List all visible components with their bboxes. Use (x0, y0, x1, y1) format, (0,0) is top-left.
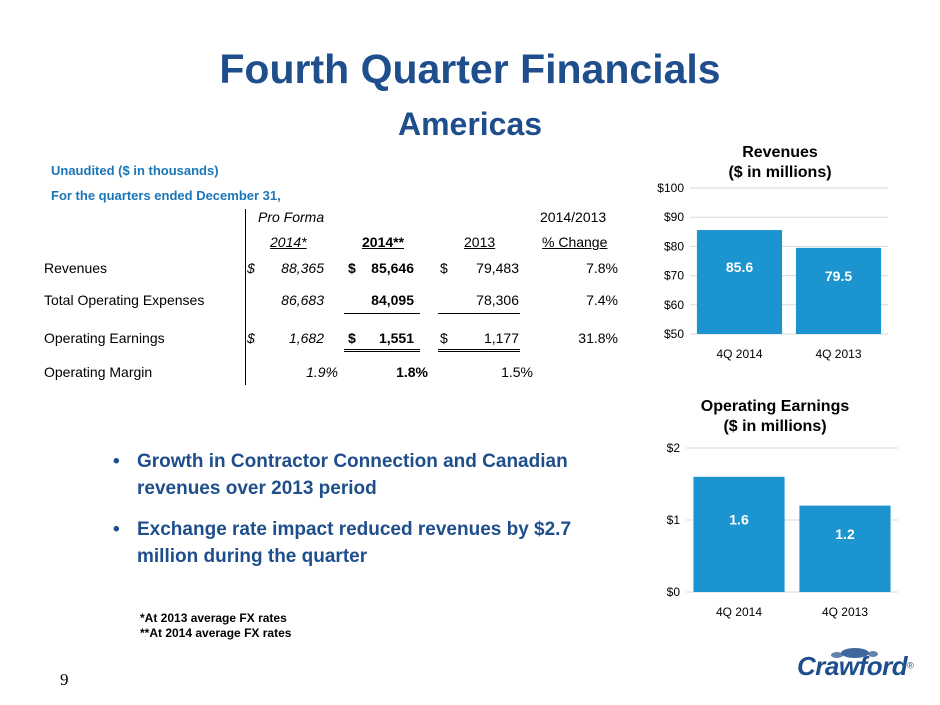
bullet-marker: • (113, 451, 120, 472)
row-label: Operating Margin (44, 364, 153, 380)
bullet-item: • Growth in Contractor Connection and Ca… (113, 448, 573, 502)
x-tick-label: 4Q 2014 (716, 605, 762, 619)
bullet-item: • Exchange rate impact reduced revenues … (113, 516, 573, 570)
table-header-cols: 2014* 2014** 2013 % Change (44, 234, 624, 254)
bar (799, 505, 891, 592)
subtotal-underline (344, 313, 420, 314)
bullet-text: Growth in Contractor Connection and Cana… (137, 451, 568, 499)
row-label: Operating Earnings (44, 330, 165, 346)
data-label: 1.2 (835, 526, 855, 542)
col-2014: 2014** (362, 234, 405, 250)
logo-wordmark: Crawford (797, 651, 908, 681)
cell-value: 1.9% (306, 364, 338, 380)
cell-value: 1,551 (378, 330, 414, 346)
chart-title-text: Operating Earnings (700, 398, 850, 415)
currency-symbol: $ (247, 260, 255, 276)
page-subtitle: Americas (397, 106, 543, 142)
y-tick-label: $60 (664, 298, 684, 312)
bullet-list: • Growth in Contractor Connection and Ca… (113, 448, 573, 584)
cell-value: 86,683 (281, 292, 324, 308)
cell-value: 84,095 (371, 292, 414, 308)
footnote: *At 2013 average FX rates (140, 611, 287, 625)
table-row: Operating Margin 1.9% 1.8% 1.5% (44, 364, 624, 384)
x-tick-label: 4Q 2013 (822, 605, 868, 619)
total-underline (438, 349, 520, 352)
cell-value: 79,483 (476, 260, 519, 276)
subtotal-underline (438, 313, 520, 314)
crawford-logo: Crawford® (797, 647, 915, 692)
x-tick-label: 4Q 2013 (815, 347, 861, 361)
period-note: For the quarters ended December 31, (51, 188, 281, 203)
total-underline (344, 349, 420, 352)
cell-value: 1.8% (396, 364, 428, 380)
y-tick-label: $50 (664, 327, 684, 341)
row-label: Revenues (44, 260, 108, 276)
cell-value: 1.5% (501, 364, 533, 380)
y-tick-label: $80 (664, 239, 684, 253)
y-tick-label: $0 (667, 585, 681, 599)
bullet-marker: • (113, 519, 120, 540)
cell-value: 78,306 (476, 292, 519, 308)
col-2014-proforma: 2014* (270, 234, 307, 250)
table-header-top: Pro Forma 2014/2013 (44, 209, 624, 229)
col-pct-change: % Change (542, 234, 608, 250)
table-row: Operating Earnings $ 1,682 $ 1,551 $ 1,1… (44, 330, 624, 350)
page-title: Fourth Quarter Financials (219, 46, 721, 92)
cell-value: 85,646 (371, 260, 414, 276)
y-tick-label: $90 (664, 210, 684, 224)
proforma-label: Pro Forma (258, 209, 325, 225)
page-number: 9 (60, 670, 69, 689)
bar (693, 476, 785, 592)
earnings-chart-title: Operating Earnings ($ in millions) (660, 397, 890, 437)
registered-mark: ® (907, 660, 914, 671)
globe-icon (831, 648, 878, 658)
cell-value: 7.4% (586, 292, 618, 308)
col-2013: 2013 (464, 234, 496, 250)
earnings-bar-chart: $0 $1 $2 1.6 4Q 2014 1.2 4Q 2013 (667, 441, 898, 619)
footnote: **At 2014 average FX rates (140, 626, 292, 640)
revenues-chart-title: Revenues ($ in millions) (680, 143, 880, 183)
x-tick-label: 4Q 2014 (716, 347, 762, 361)
bullet-text: Exchange rate impact reduced revenues by… (137, 519, 572, 567)
cell-value: 1,177 (483, 330, 519, 346)
cell-value: 88,365 (281, 260, 324, 276)
currency-symbol: $ (348, 330, 356, 346)
comparison-label: 2014/2013 (540, 209, 607, 225)
cell-value: 31.8% (578, 330, 618, 346)
bar (795, 247, 882, 334)
y-tick-label: $2 (667, 441, 681, 455)
chart-subtitle-text: ($ in millions) (728, 164, 832, 181)
data-label: 1.6 (729, 511, 749, 527)
row-label: Total Operating Expenses (44, 292, 205, 308)
table-row: Revenues $ 88,365 $ 85,646 $ 79,483 7.8% (44, 260, 624, 280)
currency-symbol: $ (440, 330, 448, 346)
currency-symbol: $ (348, 260, 356, 276)
y-tick-label: $70 (664, 269, 684, 283)
currency-symbol: $ (440, 260, 448, 276)
data-label: 79.5 (825, 268, 852, 284)
revenues-bar-chart: $50 $60 $70 $80 $90 $100 85.6 4Q 2014 79.5 4Q 201… (657, 181, 888, 361)
cell-value: 7.8% (586, 260, 618, 276)
bar (696, 230, 783, 334)
chart-subtitle-text: ($ in millions) (723, 418, 827, 435)
proforma-divider (245, 209, 246, 385)
chart-title-text: Revenues (742, 144, 818, 161)
table-row: Total Operating Expenses 86,683 84,095 7… (44, 292, 624, 312)
y-tick-label: $100 (657, 181, 684, 195)
unaudited-note: Unaudited ($ in thousands) (51, 163, 219, 178)
cell-value: 1,682 (288, 330, 324, 346)
data-label: 85.6 (726, 259, 753, 275)
y-tick-label: $1 (667, 513, 681, 527)
currency-symbol: $ (247, 330, 255, 346)
